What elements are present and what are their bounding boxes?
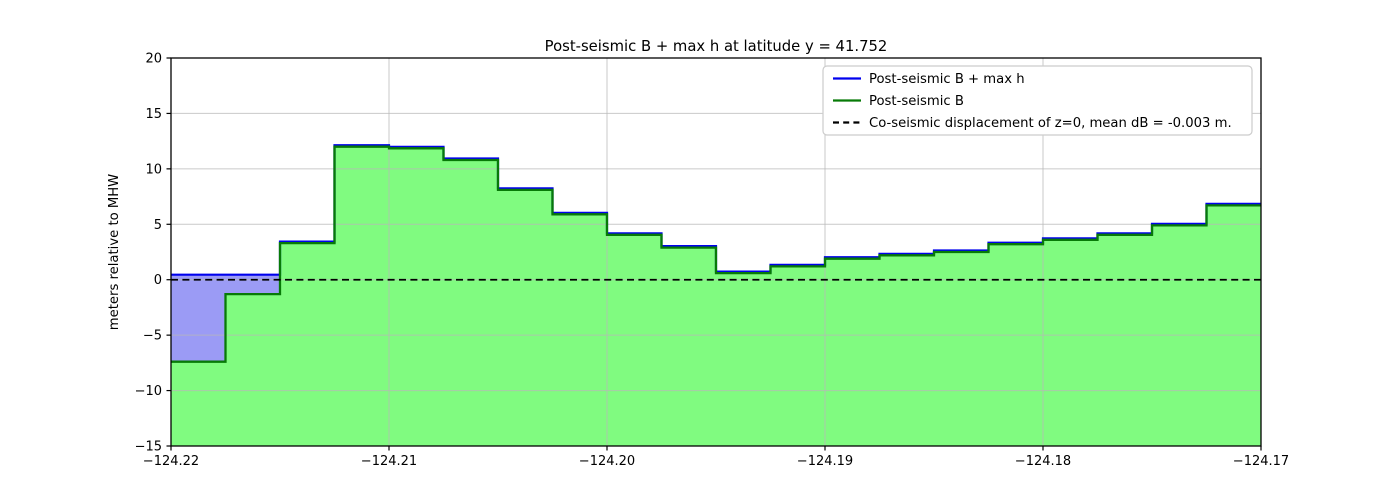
y-tick-label: 20 [145,52,162,67]
y-tick-label: −15 [135,440,162,455]
x-tick-label: −124.20 [579,454,635,469]
y-tick-label: −5 [143,329,162,344]
legend-label: Post-seismic B [869,94,964,109]
chart-title: Post-seismic B + max h at latitude y = 4… [545,38,888,55]
legend-box [822,65,1253,136]
y-tick-label: 10 [145,162,162,177]
legend-label: Co-seismic displacement of z=0, mean dB … [869,116,1232,131]
y-tick-label: 5 [154,218,162,233]
y-tick-label: −10 [135,384,162,399]
x-tick-label: −124.17 [1233,454,1289,469]
y-tick-label: 15 [145,107,162,122]
post-seismic-b-area [171,146,1261,446]
x-tick-label: −124.22 [143,454,199,469]
x-tick-label: −124.21 [361,454,417,469]
post-seismic-b-line [171,145,1261,363]
axes-spine [170,57,1262,447]
y-tick-label: 0 [154,273,162,288]
b-plus-maxh-line [171,144,1261,276]
y-axis-label: meters relative to MHW [107,174,122,330]
plot-area: −124.22 −124.21 −124.20 −124.19 −124.18 −124.… [135,52,1290,470]
legend-label: Post-seismic B + max h [869,72,1025,87]
x-tick-label: −124.19 [797,454,853,469]
x-tick-label: −124.18 [1015,454,1071,469]
